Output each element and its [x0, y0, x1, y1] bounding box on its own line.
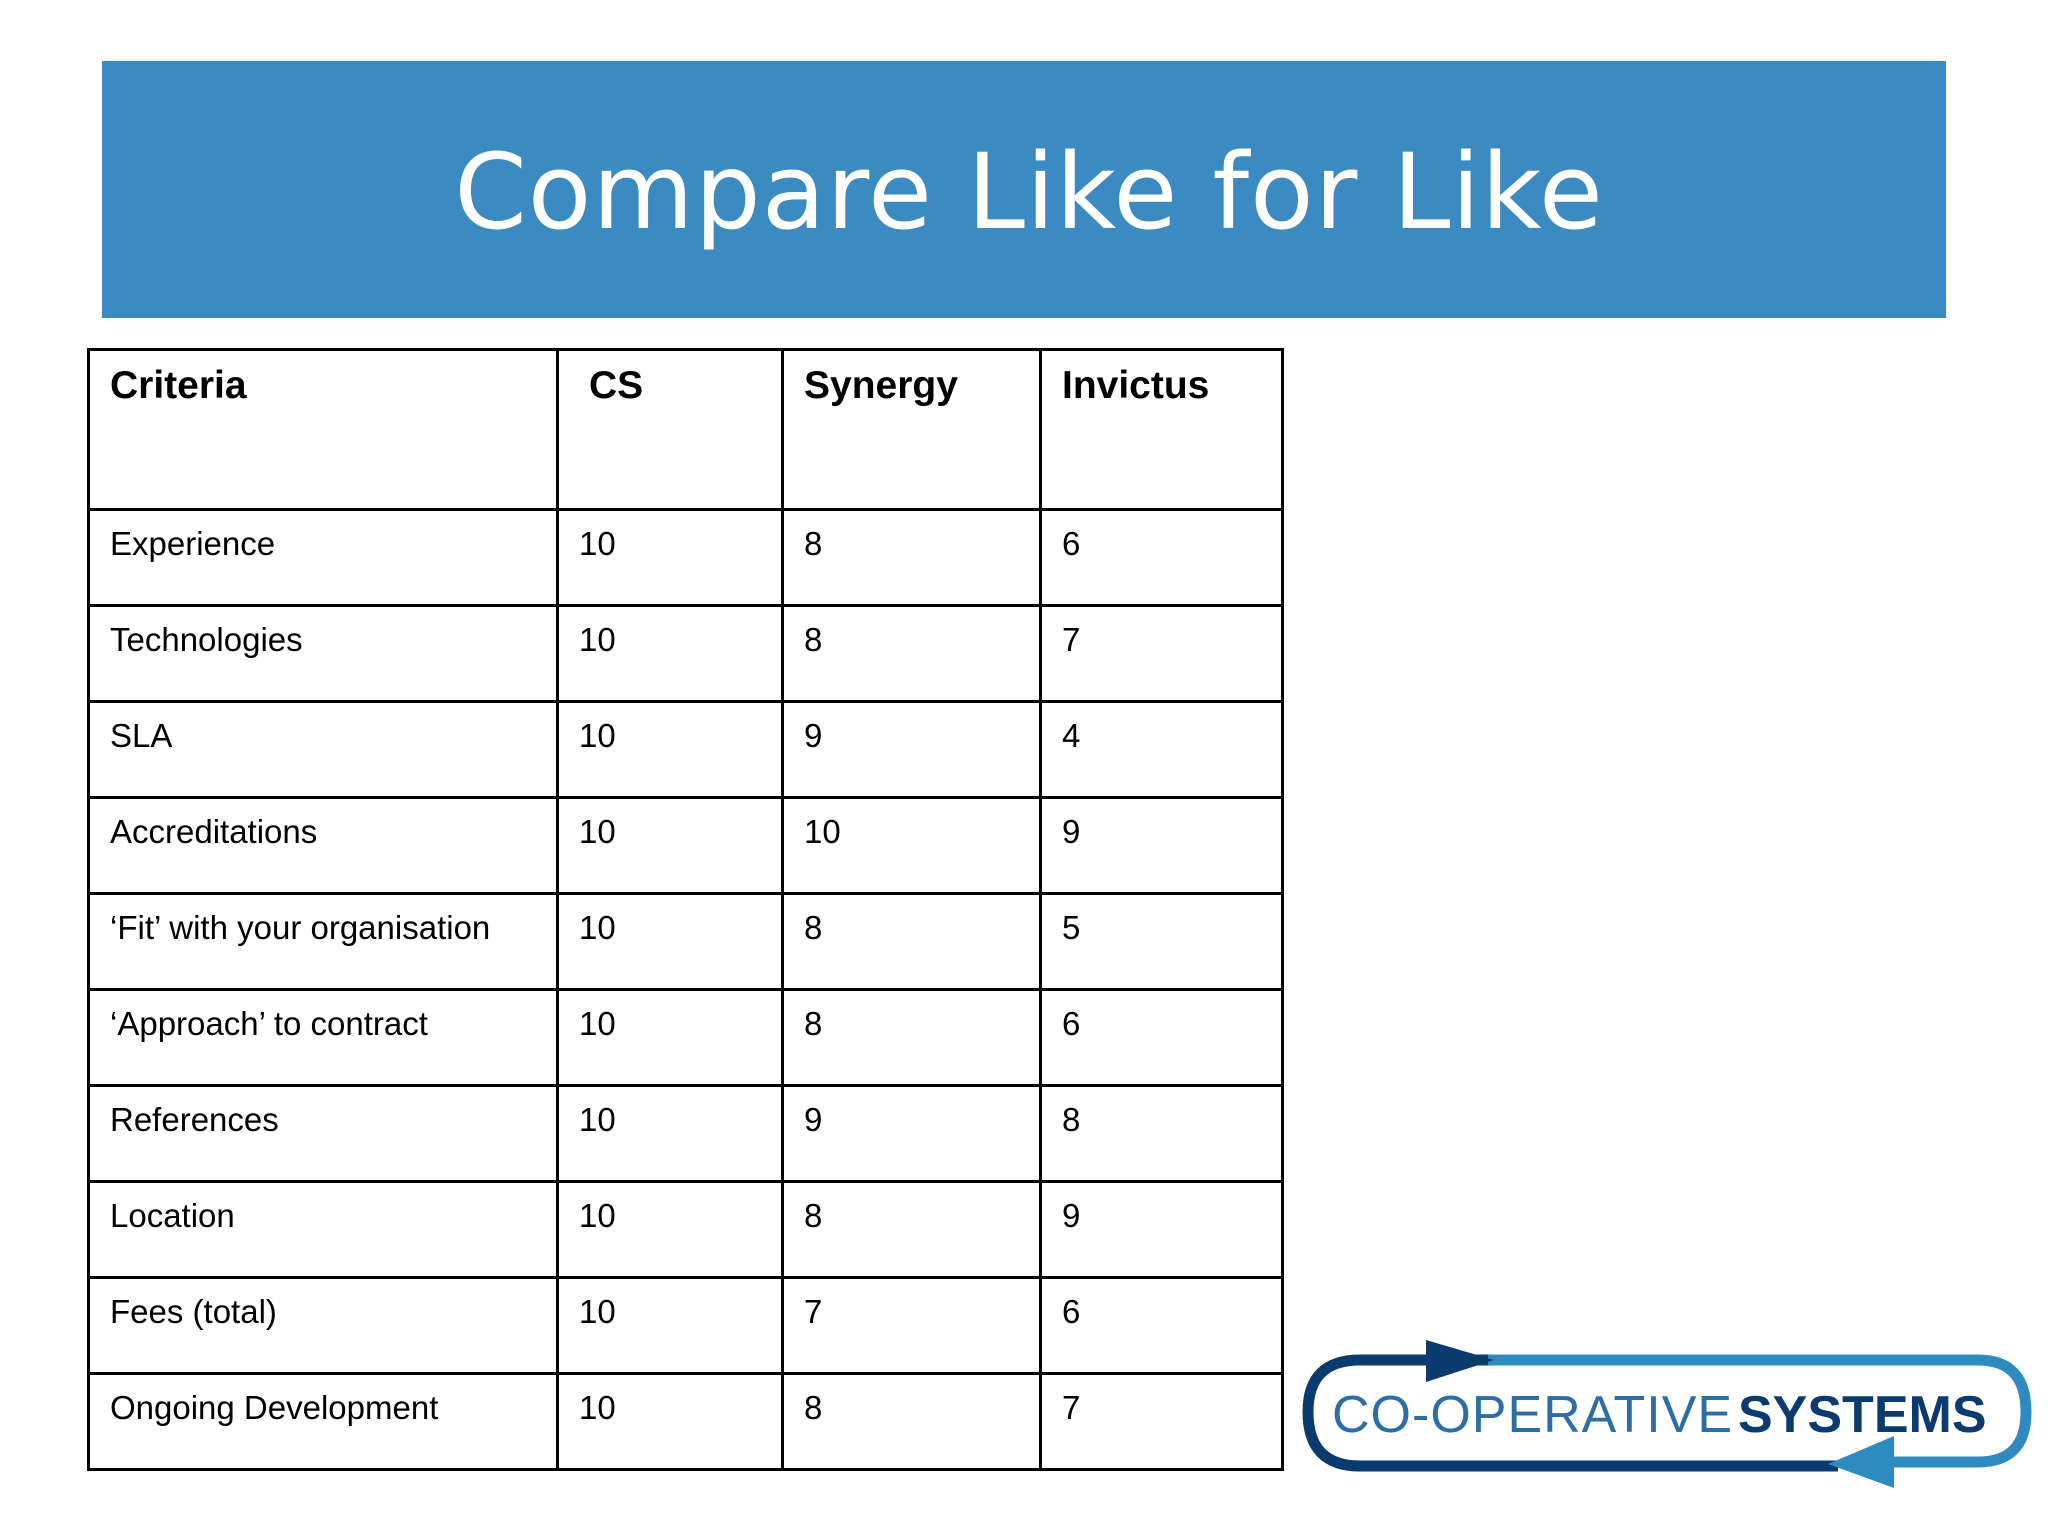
header-synergy: Synergy — [781, 348, 1042, 511]
synergy-score-cell: 9 — [781, 700, 1042, 799]
table-header-row: Criteria CS Synergy Invictus — [87, 348, 1284, 511]
header-invictus: Invictus — [1039, 348, 1284, 511]
logo-frame-top — [1302, 1354, 1838, 1472]
table-row: Accreditations 10 10 9 — [87, 796, 1284, 895]
table-row: Technologies 10 8 7 — [87, 604, 1284, 703]
synergy-score-cell: 8 — [781, 1180, 1042, 1279]
table-row: References 10 9 8 — [87, 1084, 1284, 1183]
arrow-right-icon — [1426, 1340, 1494, 1382]
slide-title: Compare Like for Like — [454, 130, 1604, 253]
comparison-table: Criteria CS Synergy Invictus Experience … — [87, 348, 1284, 1471]
logo-text-bold: SYSTEMS — [1738, 1386, 1987, 1444]
cs-score-cell: 10 — [556, 508, 784, 607]
criteria-cell: Location — [87, 1180, 559, 1279]
arrow-left-icon — [1828, 1436, 1894, 1488]
cs-score-cell: 10 — [556, 988, 784, 1087]
comparison-table-container: Criteria CS Synergy Invictus Experience … — [87, 348, 1284, 1471]
synergy-score-cell: 8 — [781, 892, 1042, 991]
invictus-score-cell: 5 — [1039, 892, 1284, 991]
cs-score-cell: 10 — [556, 604, 784, 703]
criteria-cell: SLA — [87, 700, 559, 799]
synergy-score-cell: 8 — [781, 1372, 1042, 1471]
co-operative-systems-logo: CO-OPERATIVE SYSTEMS — [1302, 1340, 2032, 1488]
synergy-score-cell: 8 — [781, 508, 1042, 607]
criteria-cell: Ongoing Development — [87, 1372, 559, 1471]
cs-score-cell: 10 — [556, 1180, 784, 1279]
invictus-score-cell: 6 — [1039, 1276, 1284, 1375]
cs-score-cell: 10 — [556, 1084, 784, 1183]
criteria-cell: Fees (total) — [87, 1276, 559, 1375]
cs-score-cell: 10 — [556, 796, 784, 895]
invictus-score-cell: 6 — [1039, 508, 1284, 607]
criteria-cell: Accreditations — [87, 796, 559, 895]
synergy-score-cell: 10 — [781, 796, 1042, 895]
invictus-score-cell: 7 — [1039, 604, 1284, 703]
cs-score-cell: 10 — [556, 1276, 784, 1375]
table-row: Ongoing Development 10 8 7 — [87, 1372, 1284, 1471]
cs-score-cell: 10 — [556, 700, 784, 799]
header-cs: CS — [556, 348, 784, 511]
cs-score-cell: 10 — [556, 1372, 784, 1471]
table-row: Experience 10 8 6 — [87, 508, 1284, 607]
invictus-score-cell: 8 — [1039, 1084, 1284, 1183]
criteria-cell: ‘Approach’ to contract — [87, 988, 559, 1087]
invictus-score-cell: 4 — [1039, 700, 1284, 799]
invictus-score-cell: 7 — [1039, 1372, 1284, 1471]
criteria-cell: References — [87, 1084, 559, 1183]
invictus-score-cell: 9 — [1039, 796, 1284, 895]
logo-frame-right — [1488, 1354, 2032, 1468]
invictus-score-cell: 9 — [1039, 1180, 1284, 1279]
table-row: Fees (total) 10 7 6 — [87, 1276, 1284, 1375]
table-row: ‘Fit’ with your organisation 10 8 5 — [87, 892, 1284, 991]
synergy-score-cell: 8 — [781, 988, 1042, 1087]
table-row: SLA 10 9 4 — [87, 700, 1284, 799]
header-criteria: Criteria — [87, 348, 559, 511]
synergy-score-cell: 7 — [781, 1276, 1042, 1375]
criteria-cell: ‘Fit’ with your organisation — [87, 892, 559, 991]
cs-score-cell: 10 — [556, 892, 784, 991]
criteria-cell: Experience — [87, 508, 559, 607]
synergy-score-cell: 9 — [781, 1084, 1042, 1183]
table-row: ‘Approach’ to contract 10 8 6 — [87, 988, 1284, 1087]
table-row: Location 10 8 9 — [87, 1180, 1284, 1279]
logo-text-light: CO-OPERATIVE — [1332, 1386, 1733, 1444]
title-banner: Compare Like for Like — [102, 61, 1946, 318]
synergy-score-cell: 8 — [781, 604, 1042, 703]
invictus-score-cell: 6 — [1039, 988, 1284, 1087]
criteria-cell: Technologies — [87, 604, 559, 703]
